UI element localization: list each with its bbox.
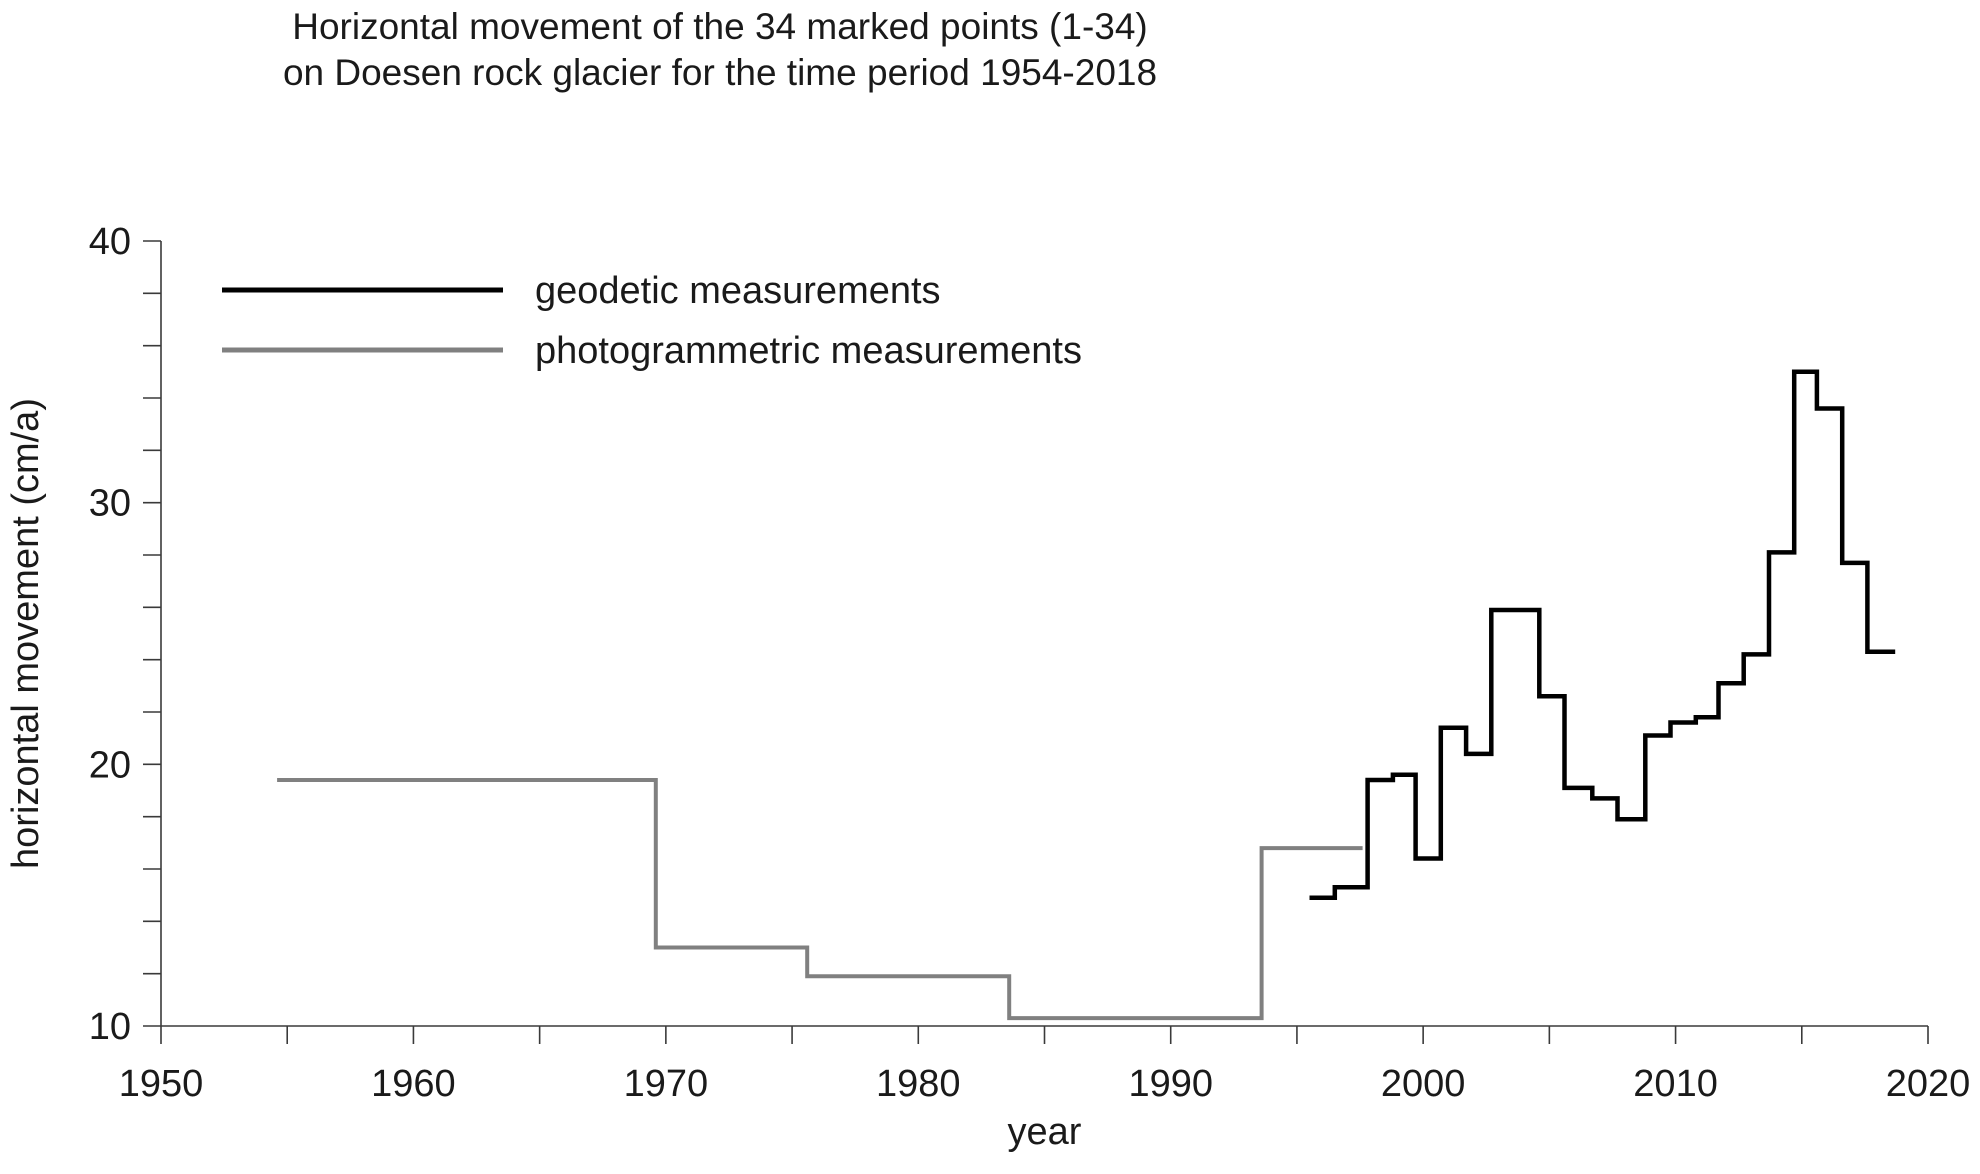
x-tick-label: 1980 (876, 1063, 961, 1105)
x-tick-label: 2010 (1633, 1063, 1718, 1105)
chart-title-line-2: on Doesen rock glacier for the time peri… (282, 52, 1158, 93)
series-layer (277, 369, 1896, 1021)
axes: 1950 1960 1970 1980 1990 2000 2010 2020 10 20 30 40 (89, 221, 1971, 1105)
x-tick-label: 1950 (119, 1063, 204, 1105)
legend-label-geodetic-measurements: geodetic measurements (535, 270, 941, 312)
chart-title: Horizontal movement of the 34 marked poi… (0, 4, 1440, 96)
x-axis-label: year (1008, 1111, 1082, 1153)
y-tick-label: 20 (89, 744, 131, 786)
x-tick-label: 1960 (371, 1063, 456, 1105)
photogrammetric-measurements-series (277, 778, 1363, 1021)
y-axis-label: horizontal movement (cm/a) (5, 398, 47, 869)
x-tick-label: 1970 (624, 1063, 709, 1105)
geodetic-measurements-series (1309, 369, 1896, 901)
y-tick-label: 30 (89, 483, 131, 525)
y-tick-label: 40 (89, 221, 131, 263)
x-tick-label: 1990 (1128, 1063, 1213, 1105)
y-tick-label: 10 (89, 1006, 131, 1048)
x-tick-label: 2020 (1886, 1063, 1971, 1105)
chart-title-line-1: Horizontal movement of the 34 marked poi… (292, 6, 1148, 47)
x-tick-label: 2000 (1381, 1063, 1466, 1105)
legend: geodetic measurements photogrammetric mea… (222, 270, 1082, 372)
legend-label-photogrammetric-measurements: photogrammetric measurements (535, 330, 1082, 372)
